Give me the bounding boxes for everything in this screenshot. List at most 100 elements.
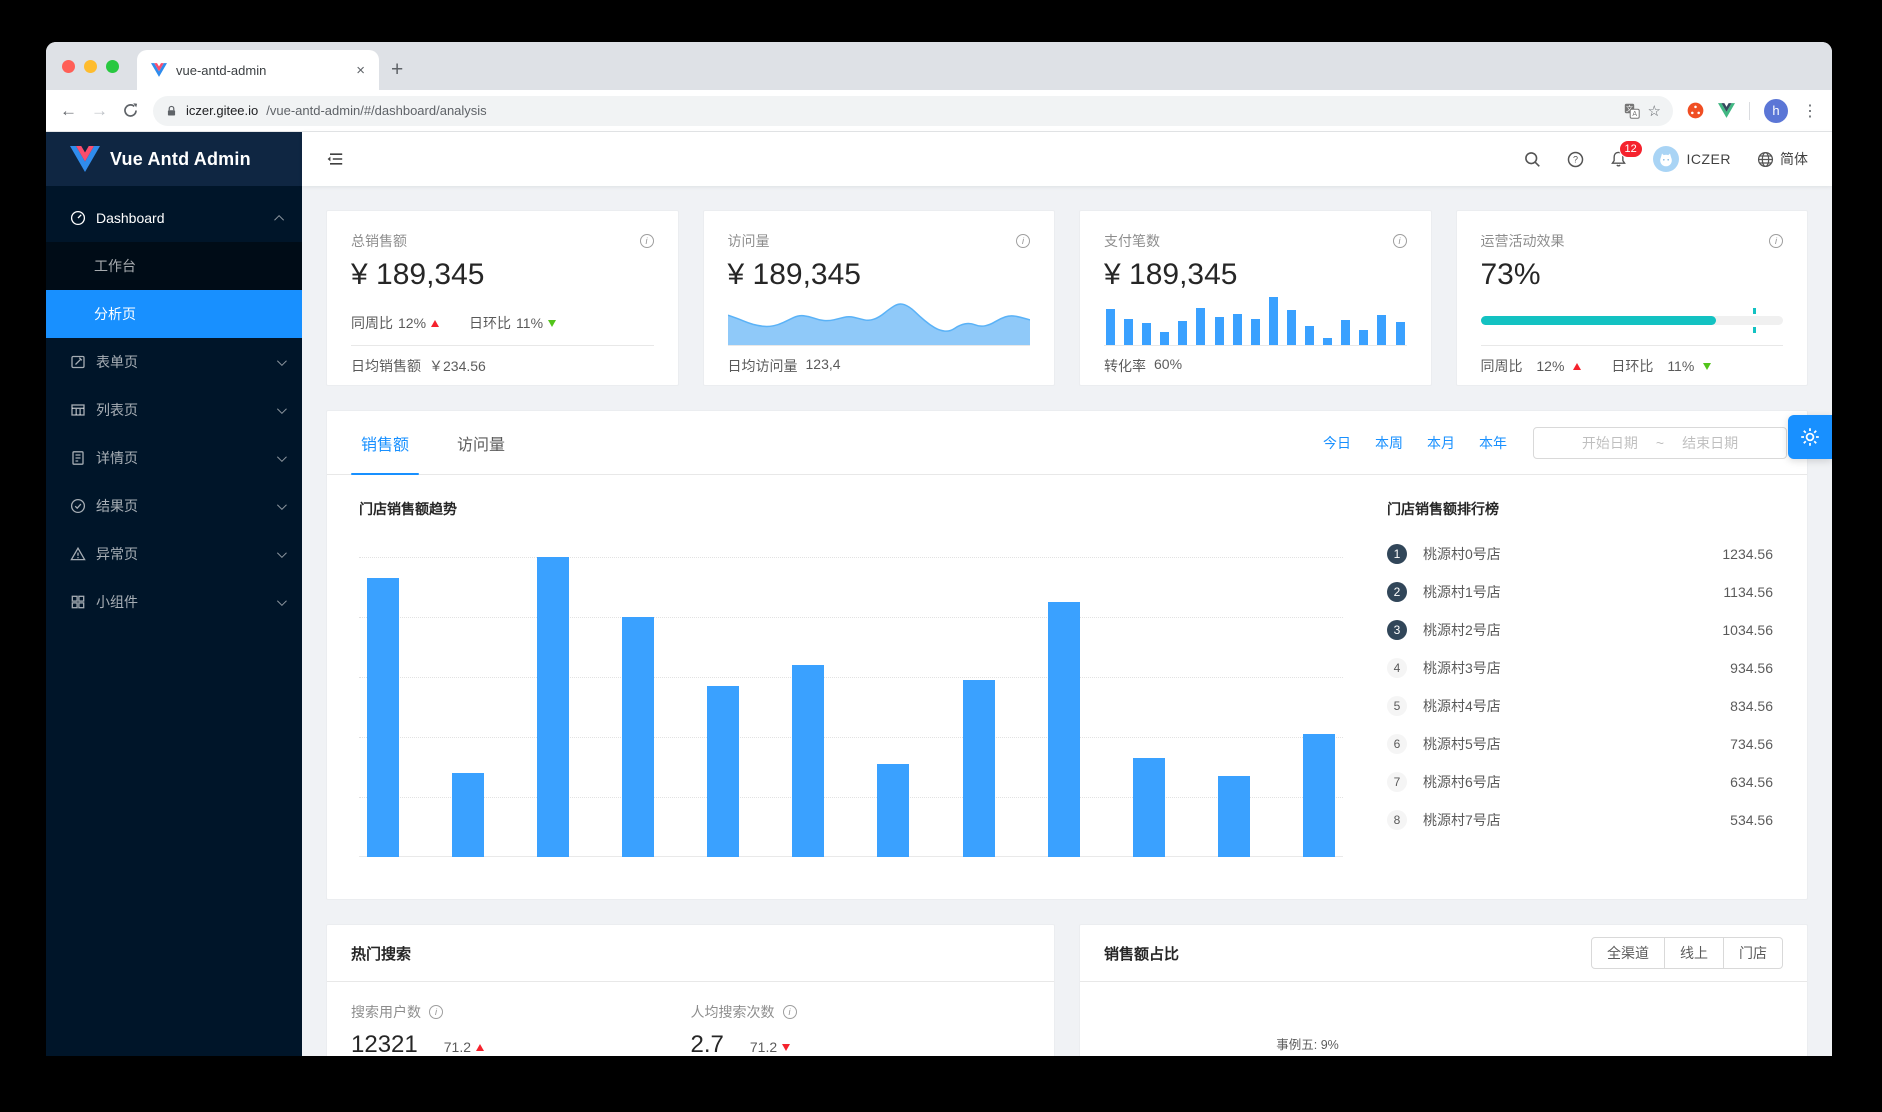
app-logo[interactable]: Vue Antd Admin	[46, 132, 302, 186]
trend-bar	[792, 665, 825, 857]
store-sales-value: 1034.56	[1722, 622, 1773, 638]
back-icon[interactable]: ←	[60, 100, 77, 120]
app-header: ? 12 ICZER	[302, 132, 1832, 186]
sidebar: Vue Antd Admin Dashboard 工作台 分析页	[46, 132, 302, 1056]
notification-badge: 12	[1618, 140, 1643, 158]
info-icon[interactable]: i	[1016, 234, 1030, 248]
sidebar-item-analysis[interactable]: 分析页	[46, 290, 302, 338]
sidebar-item-exception[interactable]: 异常页	[46, 530, 302, 578]
rank-badge: 2	[1387, 582, 1407, 602]
user-menu[interactable]: ICZER	[1652, 146, 1732, 172]
trend-bar	[707, 686, 740, 857]
info-icon[interactable]: i	[429, 1005, 443, 1019]
end-date-placeholder: 结束日期	[1682, 434, 1739, 451]
channel-store-button[interactable]: 门店	[1724, 937, 1783, 969]
sidebar-item-workbench[interactable]: 工作台	[46, 242, 302, 290]
info-icon[interactable]: i	[782, 1005, 797, 1019]
svg-text:A: A	[1632, 111, 1637, 118]
store-name: 桃源村2号店	[1423, 622, 1501, 638]
ranking-title: 门店销售额排行榜	[1387, 501, 1499, 517]
address-bar[interactable]: iczer.gitee.io/vue-antd-admin/#/dashboar…	[153, 95, 1673, 126]
sidebar-item-dashboard[interactable]: Dashboard	[46, 194, 302, 242]
trend-down-icon	[548, 319, 557, 327]
settings-fab-button[interactable]	[1788, 415, 1832, 459]
mini-bar	[1341, 320, 1351, 345]
reload-icon[interactable]	[122, 102, 139, 119]
mini-bar	[1160, 331, 1170, 345]
card-title: 销售额占比	[1104, 945, 1180, 963]
range-today[interactable]: 今日	[1323, 434, 1351, 451]
extension-vue-icon[interactable]	[1718, 103, 1735, 118]
trend-bar	[962, 680, 995, 857]
mini-bar	[1250, 318, 1260, 345]
mini-bar	[1359, 329, 1369, 345]
card-title: 热门搜索	[351, 945, 412, 963]
svg-text:文: 文	[1626, 104, 1633, 113]
forward-icon[interactable]: →	[91, 100, 108, 120]
sidebar-item-result[interactable]: 结果页	[46, 482, 302, 530]
help-icon[interactable]: ?	[1567, 151, 1584, 168]
toolbar-divider	[1749, 101, 1750, 120]
range-year[interactable]: 本年	[1479, 434, 1507, 451]
sidebar-item-list[interactable]: 列表页	[46, 386, 302, 434]
sales-ranking: 门店销售额排行榜 1 桃源村0号店 1234.56 2 桃源村1号店 1134.56 3 桃源…	[1387, 499, 1787, 857]
sales-analysis-card: 销售额 访问量 今日 本周 本月 本年 开始日期	[326, 410, 1808, 900]
trend-up-icon	[476, 1043, 484, 1051]
check-circle-icon	[70, 498, 86, 514]
close-window-button[interactable]	[62, 59, 75, 73]
mini-bar	[1214, 317, 1224, 345]
browser-profile-avatar[interactable]: h	[1764, 98, 1788, 123]
table-icon	[70, 402, 86, 418]
date-range-picker[interactable]: 开始日期 ~ 结束日期	[1533, 426, 1787, 459]
range-month[interactable]: 本月	[1427, 434, 1455, 451]
mini-bar	[1178, 321, 1188, 345]
sidebar-item-detail[interactable]: 详情页	[46, 434, 302, 482]
tab-sales[interactable]: 销售额	[350, 411, 420, 475]
range-week[interactable]: 本周	[1375, 434, 1403, 451]
card-title: 总销售额	[351, 233, 407, 249]
sidebar-item-widgets[interactable]: 小组件	[46, 578, 302, 626]
new-tab-button[interactable]: +	[391, 58, 404, 81]
card-footer: 转化率 60%	[1104, 345, 1407, 386]
minimize-window-button[interactable]	[84, 59, 97, 73]
pie-chart-area: 事例五: 9%	[1080, 982, 1807, 1056]
sidebar-item-label: 结果页	[96, 498, 138, 514]
info-icon[interactable]: i	[1769, 234, 1783, 248]
browser-menu-icon[interactable]: ⋮	[1802, 102, 1818, 120]
browser-tab[interactable]: vue-antd-admin ×	[137, 50, 379, 90]
chevron-down-icon	[276, 547, 287, 558]
ranking-row: 2 桃源村1号店 1134.56	[1387, 573, 1773, 611]
chevron-down-icon	[276, 451, 287, 462]
channel-all-button[interactable]: 全渠道	[1591, 937, 1665, 969]
store-sales-value: 734.56	[1730, 736, 1773, 752]
trend-bar	[1217, 776, 1250, 857]
extension-orange-icon[interactable]	[1687, 102, 1704, 119]
ranking-row: 4 桃源村3号店 934.56	[1387, 649, 1773, 687]
bookmark-star-icon[interactable]: ☆	[1647, 102, 1661, 120]
search-icon[interactable]	[1524, 151, 1541, 168]
visits-mini-area-chart	[727, 303, 1030, 345]
trend-bar	[1132, 758, 1165, 857]
trend-bar	[367, 578, 399, 857]
card-value: 73%	[1480, 258, 1541, 291]
menu-fold-icon[interactable]	[326, 150, 344, 168]
bottom-row: 热门搜索 搜索用户数 i 12321 71.2	[326, 924, 1808, 1056]
notification-bell-icon[interactable]: 12	[1610, 140, 1643, 168]
mini-bar	[1395, 321, 1405, 345]
progress-target-marker	[1752, 308, 1756, 333]
sidebar-item-form[interactable]: 表单页	[46, 338, 302, 386]
store-name: 桃源村0号店	[1423, 546, 1501, 562]
trend-bar	[622, 617, 655, 857]
mini-bar	[1305, 325, 1315, 345]
tab-close-icon[interactable]: ×	[356, 61, 365, 79]
mini-bar	[1286, 310, 1296, 345]
channel-online-button[interactable]: 线上	[1665, 937, 1724, 969]
store-sales-value: 1134.56	[1723, 584, 1773, 600]
info-icon[interactable]: i	[639, 234, 654, 248]
tab-visits[interactable]: 访问量	[457, 436, 506, 454]
language-switcher[interactable]: 简体	[1757, 149, 1808, 169]
info-icon[interactable]: i	[1392, 234, 1407, 248]
maximize-window-button[interactable]	[106, 59, 119, 73]
dashboard-icon	[70, 210, 86, 226]
